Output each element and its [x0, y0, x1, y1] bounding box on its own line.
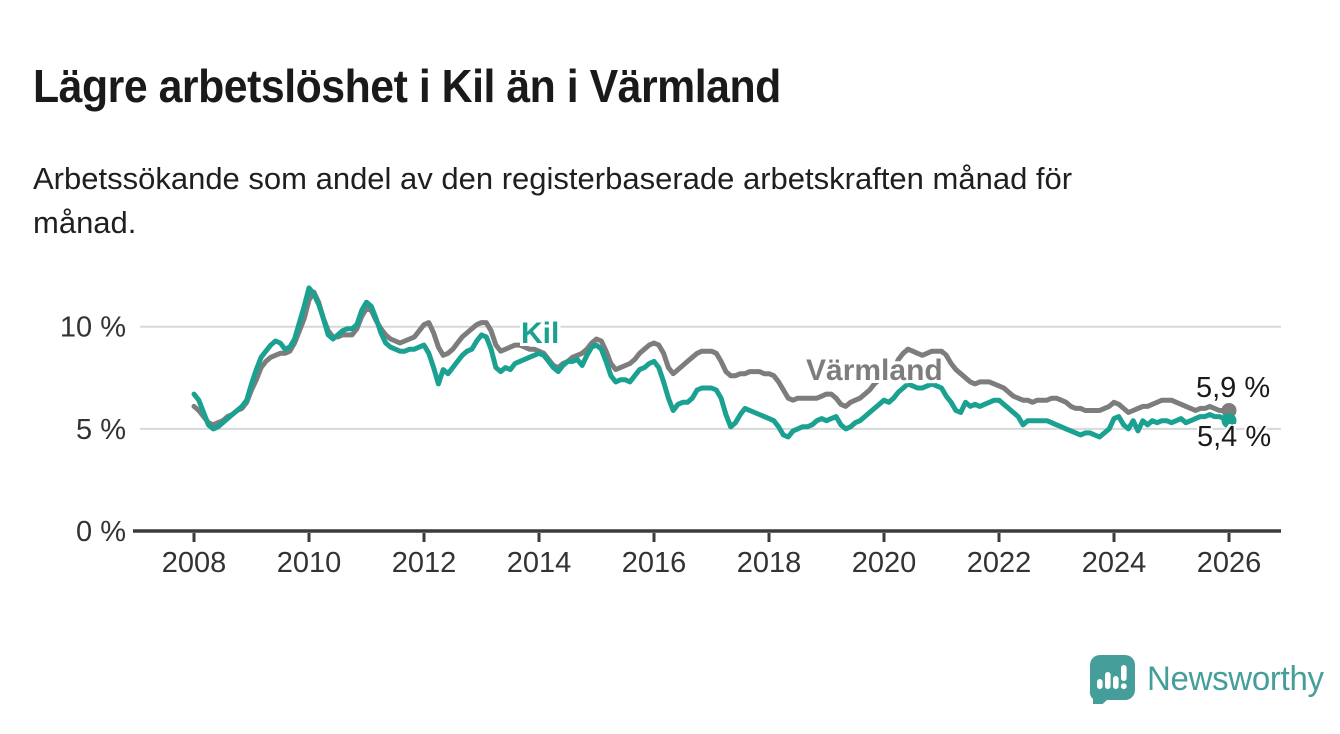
end-value-kil: 5,4 % [1197, 421, 1272, 453]
exclamation-bar [1121, 665, 1127, 681]
series-line-kil [191, 285, 1232, 440]
series-label-kil: Kil [521, 317, 560, 350]
end-value-varmland: 5,9 % [1196, 372, 1271, 404]
bar-3 [1113, 676, 1119, 689]
x-tick-label-2014: 2014 [507, 547, 572, 579]
newsworthy-logo[interactable]: Newsworthy [1088, 654, 1329, 704]
speech-bubble-shape [1089, 655, 1135, 704]
newsworthy-logo-icon [1089, 655, 1135, 704]
x-tick-label-2016: 2016 [622, 547, 687, 579]
x-tick-label-2012: 2012 [392, 547, 457, 579]
series-line-vrmland [191, 289, 1232, 428]
bar-1 [1097, 679, 1103, 689]
x-tick-label-2018: 2018 [737, 547, 802, 579]
x-tick-label-2022: 2022 [967, 547, 1032, 579]
y-tick-label-10: 10 % [60, 312, 126, 344]
page-title: Lägre arbetslöshet i Kil än i Värmland [33, 59, 781, 112]
newsworthy-logo-text: Newsworthy [1147, 659, 1324, 698]
series-label-varmland: Värmland [806, 354, 943, 387]
x-tick-label-2008: 2008 [162, 547, 227, 579]
x-tick-label-2020: 2020 [852, 547, 917, 579]
series-end-dot-kil [1221, 413, 1237, 429]
y-tick-label-5: 5 % [76, 414, 126, 446]
x-tick-label-2010: 2010 [277, 547, 342, 579]
bar-2 [1105, 672, 1111, 689]
y-tick-label-0: 0 % [76, 516, 126, 548]
exclamation-dot [1120, 683, 1127, 690]
chart-subtitle: Arbetssökande som andel av den registerb… [33, 161, 1073, 240]
x-tick-label-2024: 2024 [1082, 547, 1147, 579]
x-tick-label-2026: 2026 [1197, 547, 1262, 579]
